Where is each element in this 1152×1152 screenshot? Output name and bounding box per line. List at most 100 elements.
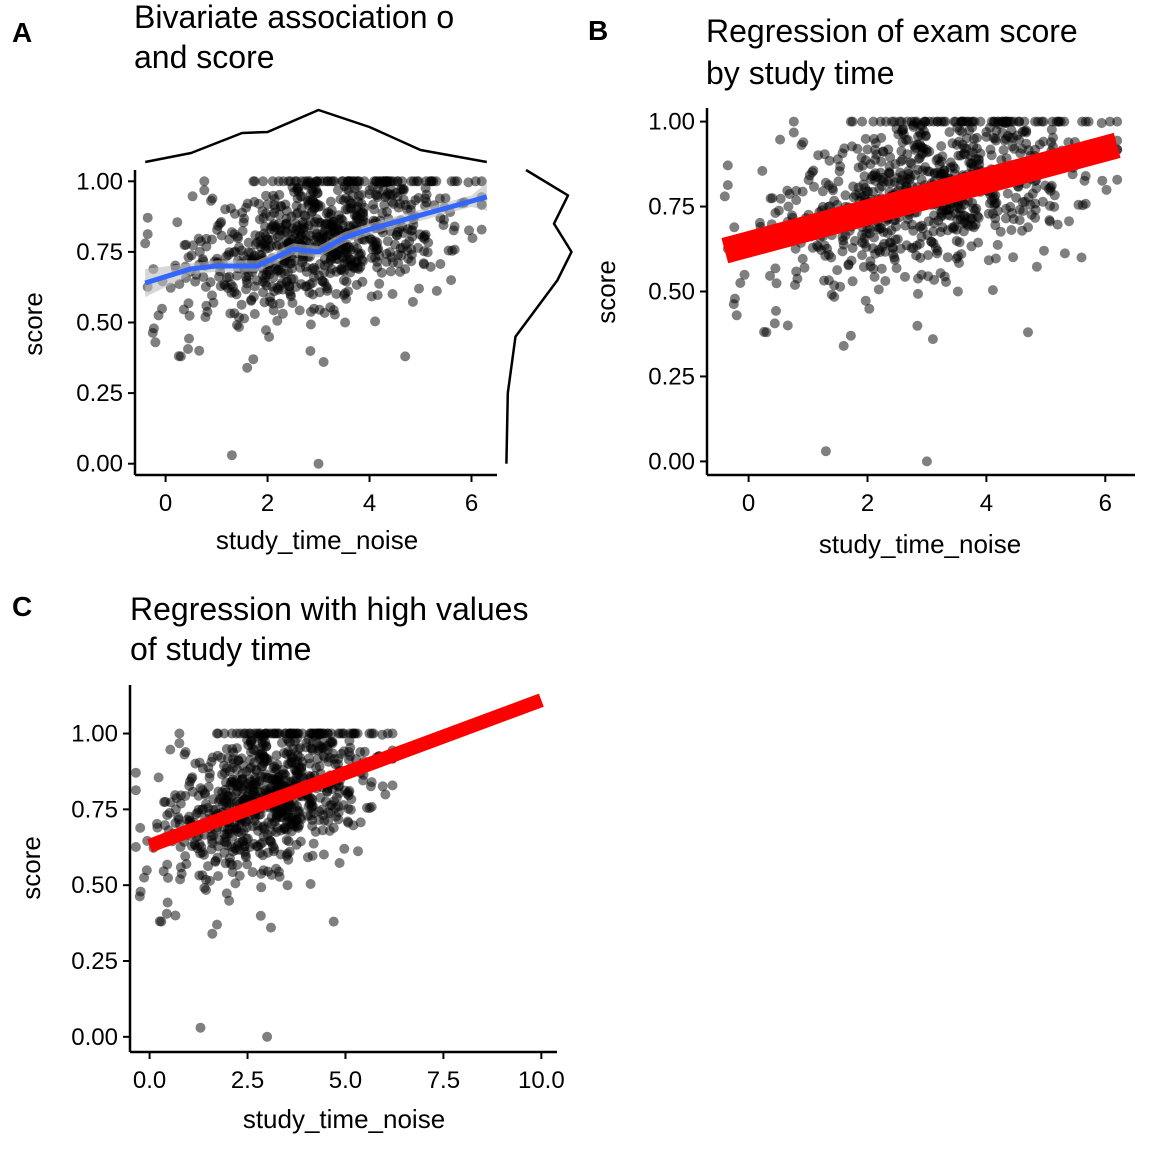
- data-point: [342, 816, 353, 827]
- data-point: [1038, 136, 1049, 147]
- data-point: [286, 826, 297, 837]
- data-point: [266, 221, 277, 232]
- data-point: [1076, 252, 1087, 263]
- panel-b-x-axis-title: study_time_noise: [819, 529, 1021, 559]
- x-tick-label: 5.0: [329, 1067, 362, 1094]
- data-point: [175, 842, 186, 852]
- data-point: [783, 201, 794, 212]
- data-point: [348, 242, 359, 253]
- data-point: [407, 296, 418, 307]
- data-point: [313, 458, 324, 469]
- data-point: [305, 346, 316, 356]
- data-point: [175, 874, 186, 885]
- data-point: [1080, 171, 1091, 181]
- data-point: [757, 165, 768, 176]
- data-point: [1040, 180, 1051, 191]
- data-point: [248, 354, 259, 365]
- data-point: [197, 763, 208, 774]
- data-point: [771, 305, 781, 316]
- data-point: [413, 193, 424, 203]
- data-point: [198, 272, 209, 282]
- x-tick-label: 0: [159, 490, 172, 517]
- data-point: [249, 309, 260, 319]
- data-point: [857, 229, 868, 240]
- data-point: [315, 259, 326, 269]
- data-point: [225, 279, 236, 290]
- data-point: [860, 133, 871, 144]
- data-point: [219, 728, 230, 739]
- data-point: [334, 858, 345, 868]
- data-point: [985, 144, 996, 155]
- data-point: [921, 456, 932, 467]
- data-point: [989, 199, 1000, 210]
- data-point: [901, 134, 912, 145]
- data-point: [295, 230, 306, 240]
- data-point: [221, 888, 232, 899]
- data-point: [370, 316, 381, 327]
- data-point: [343, 184, 354, 195]
- data-point: [463, 177, 474, 188]
- data-point: [315, 176, 326, 187]
- data-point: [467, 233, 478, 244]
- data-point: [945, 157, 956, 168]
- data-point: [303, 793, 314, 804]
- x-tick-label: 4: [980, 490, 993, 517]
- data-point: [1096, 118, 1107, 128]
- data-point: [286, 752, 297, 763]
- data-point: [271, 827, 282, 838]
- data-point: [356, 198, 367, 209]
- data-point: [234, 870, 245, 881]
- data-point: [312, 754, 323, 764]
- data-point: [952, 286, 963, 297]
- data-point: [165, 744, 176, 755]
- panel-c-title-line-2: of study time: [130, 631, 311, 667]
- data-point: [366, 801, 377, 812]
- data-point: [237, 226, 248, 236]
- data-point: [896, 146, 907, 157]
- y-tick-label: 1.00: [648, 109, 695, 136]
- x-tick-label: 0: [742, 490, 755, 517]
- data-point: [262, 1031, 273, 1042]
- data-point: [367, 236, 378, 247]
- data-point: [897, 154, 908, 165]
- data-point: [286, 812, 297, 823]
- data-point: [729, 222, 740, 233]
- data-point: [847, 141, 857, 152]
- x-tick-label: 2: [261, 490, 274, 517]
- data-point: [249, 196, 260, 207]
- data-point: [305, 188, 316, 199]
- data-point: [366, 728, 377, 739]
- panel-b-title-line-1: Regression of exam score: [706, 13, 1078, 49]
- data-point: [408, 176, 419, 187]
- data-point: [782, 320, 793, 331]
- data-point: [236, 828, 247, 838]
- data-point: [1026, 209, 1037, 220]
- y-tick-label: 0.75: [71, 796, 118, 823]
- data-point: [951, 235, 962, 246]
- data-point: [190, 276, 201, 287]
- data-point: [148, 323, 159, 334]
- data-point: [1097, 175, 1108, 186]
- data-point: [194, 839, 205, 850]
- data-point: [225, 308, 236, 319]
- data-point: [199, 185, 210, 196]
- data-point: [160, 796, 171, 807]
- data-point: [181, 239, 191, 250]
- data-point: [891, 263, 902, 274]
- data-point: [722, 160, 733, 171]
- data-point: [975, 116, 986, 127]
- data-point: [130, 785, 141, 796]
- data-point: [992, 239, 1003, 250]
- data-point: [923, 250, 934, 261]
- data-point: [998, 116, 1009, 127]
- data-point: [803, 175, 814, 185]
- data-point: [345, 804, 356, 815]
- data-point: [385, 266, 396, 277]
- data-point: [387, 289, 398, 299]
- data-point: [857, 116, 868, 127]
- data-point: [970, 205, 981, 216]
- data-point: [1039, 245, 1049, 256]
- data-point: [377, 729, 388, 740]
- data-point: [880, 116, 891, 127]
